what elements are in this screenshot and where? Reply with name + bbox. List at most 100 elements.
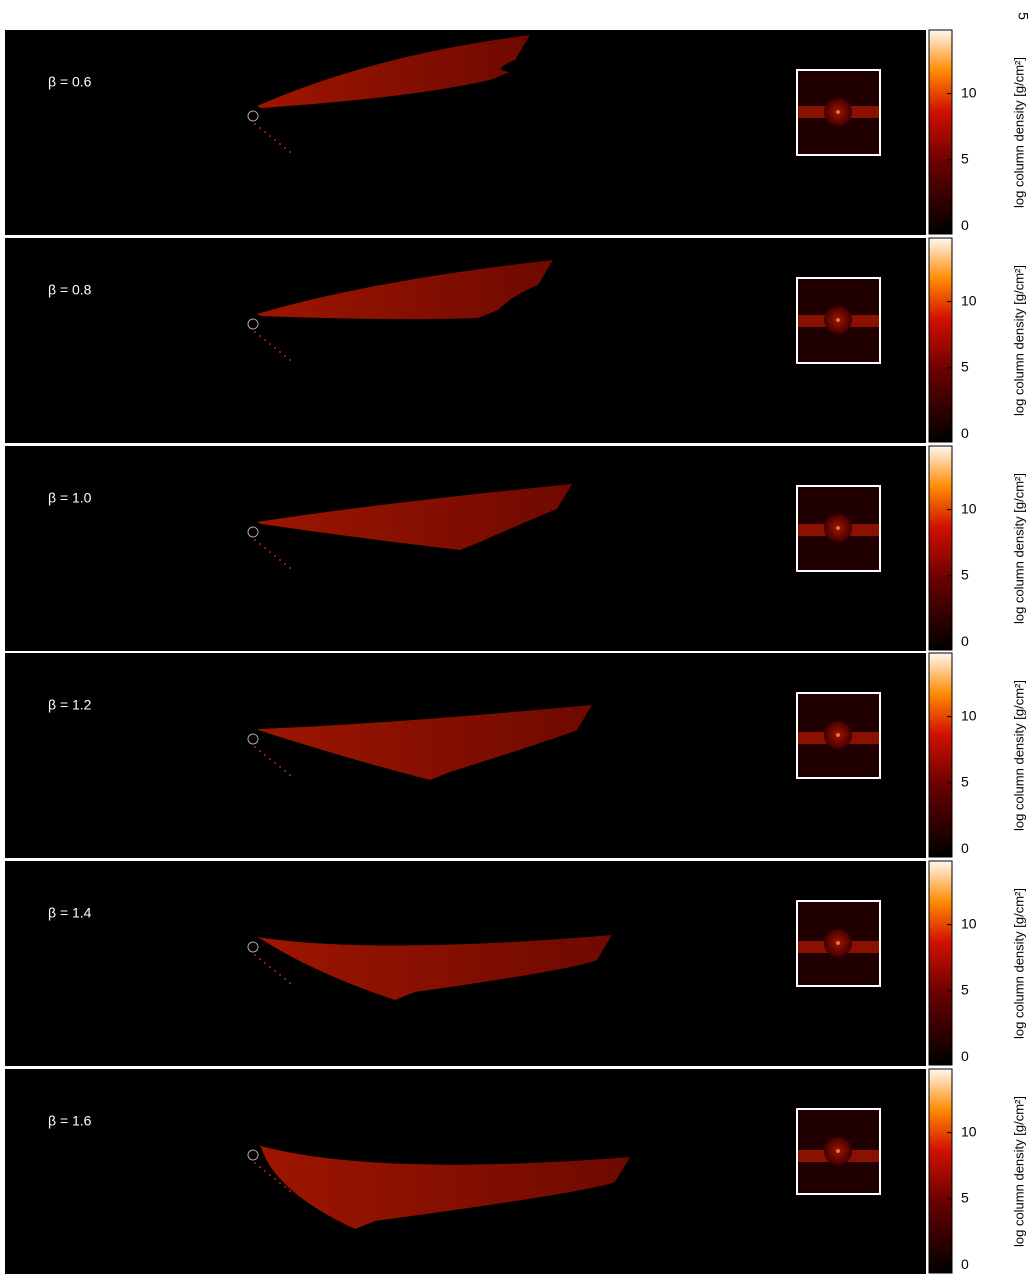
colorbar-tick-label: 10 <box>961 292 977 308</box>
debris-dot <box>269 758 271 760</box>
colorbar-label: log column density [g/cm²] <box>1011 1096 1026 1247</box>
inset-core <box>836 941 840 945</box>
debris-dot <box>254 746 256 748</box>
black-hole-marker <box>247 318 259 330</box>
panel: β = 1.2 0 5 10 log column density [g/cm²] <box>5 652 1026 858</box>
stream <box>257 260 553 320</box>
colorbar-tick-label: 10 <box>961 1123 977 1139</box>
debris-dot <box>259 958 261 960</box>
colorbar-tick-label: 0 <box>961 425 969 441</box>
debris-dot <box>289 1190 291 1192</box>
colorbar-label: log column density [g/cm²] <box>1011 265 1026 416</box>
debris-dot <box>269 1174 271 1176</box>
inset-frame <box>796 1108 881 1195</box>
debris-dot <box>274 1178 276 1180</box>
debris-dot <box>274 139 276 141</box>
colorbar-tick-label: 5 <box>961 774 969 790</box>
panel-image <box>5 238 926 443</box>
debris-dot <box>269 135 271 137</box>
debris-dot <box>279 974 281 976</box>
debris-dot <box>264 754 266 756</box>
colorbar-tick-label: 10 <box>961 500 977 516</box>
colorbar-tick-label: 5 <box>961 359 969 375</box>
colorbar-tick-label: 5 <box>961 567 969 583</box>
debris-dot <box>274 762 276 764</box>
debris-dot <box>279 351 281 353</box>
colorbar <box>928 652 953 858</box>
colorbar-tick-label: 10 <box>961 915 977 931</box>
black-hole-marker <box>247 733 259 745</box>
debris-dot <box>289 151 291 153</box>
debris-dot <box>284 355 286 357</box>
debris-dot <box>254 539 256 541</box>
debris-dot <box>259 750 261 752</box>
debris-dot <box>269 966 271 968</box>
panel: β = 0.6 0 5 10 log column density [g/cm²] <box>5 29 1026 235</box>
stream <box>257 705 592 780</box>
colorbar <box>928 1068 953 1274</box>
colorbar <box>928 860 953 1066</box>
inset-core <box>836 733 840 737</box>
debris-dot <box>279 766 281 768</box>
inset-frame <box>796 900 881 987</box>
panel-label: β = 1.2 <box>48 697 92 713</box>
inset-frame <box>796 69 881 156</box>
panel: β = 1.6 0 5 10 log column density [g/cm²] <box>5 1068 1026 1274</box>
debris-dot <box>284 770 286 772</box>
debris-dot <box>274 347 276 349</box>
inset-frame <box>796 485 881 572</box>
panel-label: β = 0.8 <box>48 282 92 298</box>
debris-dot <box>279 559 281 561</box>
panel-label: β = 1.0 <box>48 490 92 506</box>
debris-dot <box>289 774 291 776</box>
black-hole-marker <box>247 110 259 122</box>
page-number: 5 <box>1015 12 1031 20</box>
inset-core <box>836 1149 840 1153</box>
panel-label: β = 0.6 <box>48 74 92 90</box>
black-hole-marker <box>247 526 259 538</box>
debris-dot <box>284 1186 286 1188</box>
colorbar-tick-label: 0 <box>961 1256 969 1272</box>
colorbar-tick-label: 0 <box>961 840 969 856</box>
debris-dot <box>274 970 276 972</box>
colorbar-label: log column density [g/cm²] <box>1011 57 1026 208</box>
colorbar-tick-label: 5 <box>961 1190 969 1206</box>
debris-dot <box>264 1170 266 1172</box>
debris-dot <box>289 982 291 984</box>
debris-dot <box>254 954 256 956</box>
debris-dot <box>269 343 271 345</box>
colorbar <box>928 445 953 651</box>
inset-frame <box>796 277 881 364</box>
debris-dot <box>254 1162 256 1164</box>
panel-label: β = 1.6 <box>48 1113 92 1129</box>
black-hole-marker <box>247 941 259 953</box>
inset-core <box>836 526 840 530</box>
debris-dot <box>254 123 256 125</box>
colorbar-tick-label: 10 <box>961 84 977 100</box>
colorbar <box>928 29 953 235</box>
colorbar-tick-label: 0 <box>961 217 969 233</box>
black-hole-marker <box>247 1149 259 1161</box>
debris-dot <box>284 147 286 149</box>
debris-dot <box>289 567 291 569</box>
panel: β = 1.0 0 5 10 log column density [g/cm²] <box>5 445 1026 651</box>
stream <box>257 484 572 550</box>
debris-dot <box>279 1182 281 1184</box>
debris-dot <box>269 551 271 553</box>
debris-dot <box>254 331 256 333</box>
panel: β = 1.4 0 5 10 log column density [g/cm²] <box>5 860 1026 1066</box>
colorbar-label: log column density [g/cm²] <box>1011 473 1026 624</box>
debris-dot <box>289 359 291 361</box>
colorbar-tick-label: 5 <box>961 982 969 998</box>
debris-dot <box>259 1166 261 1168</box>
debris-dot <box>284 978 286 980</box>
debris-dot <box>264 962 266 964</box>
stream <box>257 935 612 1000</box>
panel: β = 0.8 0 5 10 log column density [g/cm²] <box>5 237 1026 443</box>
panel-image <box>5 446 926 651</box>
debris-dot <box>284 563 286 565</box>
inset-core <box>836 318 840 322</box>
panel-label: β = 1.4 <box>48 905 92 921</box>
colorbar-tick-label: 0 <box>961 633 969 649</box>
